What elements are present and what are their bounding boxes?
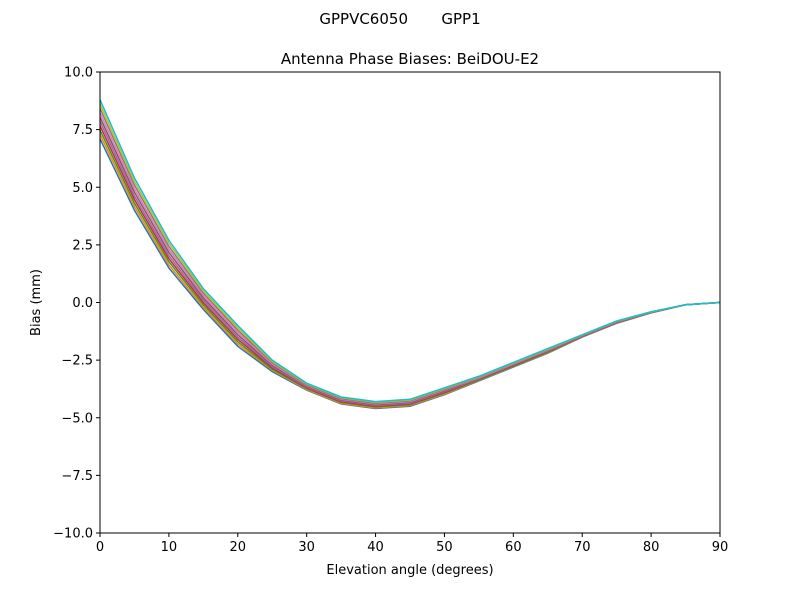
y-tick-label: −10.0 — [53, 527, 93, 542]
y-tick-label: −5.0 — [61, 411, 93, 426]
y-tick-label: 5.0 — [72, 181, 93, 196]
x-tick-label: 10 — [161, 540, 178, 555]
series-layer — [99, 99, 721, 410]
x-tick-label: 50 — [436, 540, 453, 555]
y-tick-label: 0.0 — [72, 296, 93, 311]
x-axis-label: Elevation angle (degrees) — [326, 563, 493, 578]
x-tick-label: 0 — [96, 540, 104, 555]
series-line-s9 — [99, 103, 721, 404]
series-line-s6 — [99, 116, 721, 406]
series-line-s8 — [99, 108, 721, 404]
chart-suptitle: GPPVC6050 GPP1 — [319, 10, 480, 28]
series-line-s4 — [99, 125, 721, 407]
y-tick-label: 2.5 — [72, 238, 93, 253]
y-tick-label: −2.5 — [61, 354, 93, 369]
y-tick-label: 7.5 — [72, 123, 93, 138]
series-line-s3 — [99, 129, 721, 408]
plot-frame — [99, 71, 721, 534]
x-tick-label: 80 — [643, 540, 660, 555]
y-tick-label: −7.5 — [61, 469, 93, 484]
x-tick-label: 40 — [367, 540, 384, 555]
x-tick-label: 20 — [230, 540, 247, 555]
series-line-s10 — [99, 99, 721, 403]
series-line-s7 — [99, 112, 721, 405]
x-tick-label: 60 — [505, 540, 522, 555]
series-line-s2 — [99, 134, 721, 409]
y-axis-label: Bias (mm) — [29, 269, 44, 336]
x-tick-label: 70 — [574, 540, 591, 555]
chart-title: Antenna Phase Biases: BeiDOU-E2 — [281, 50, 539, 68]
x-tick-label: 30 — [298, 540, 315, 555]
axis-ticks: 0 10 20 30 40 50 60 70 80 90 10.0 7.5 5.0 2.5 0.0 −2.5 −… — [53, 66, 728, 556]
x-tick-label: 90 — [712, 540, 729, 555]
series-line-s5 — [99, 121, 721, 407]
y-tick-label: 10.0 — [64, 66, 93, 81]
